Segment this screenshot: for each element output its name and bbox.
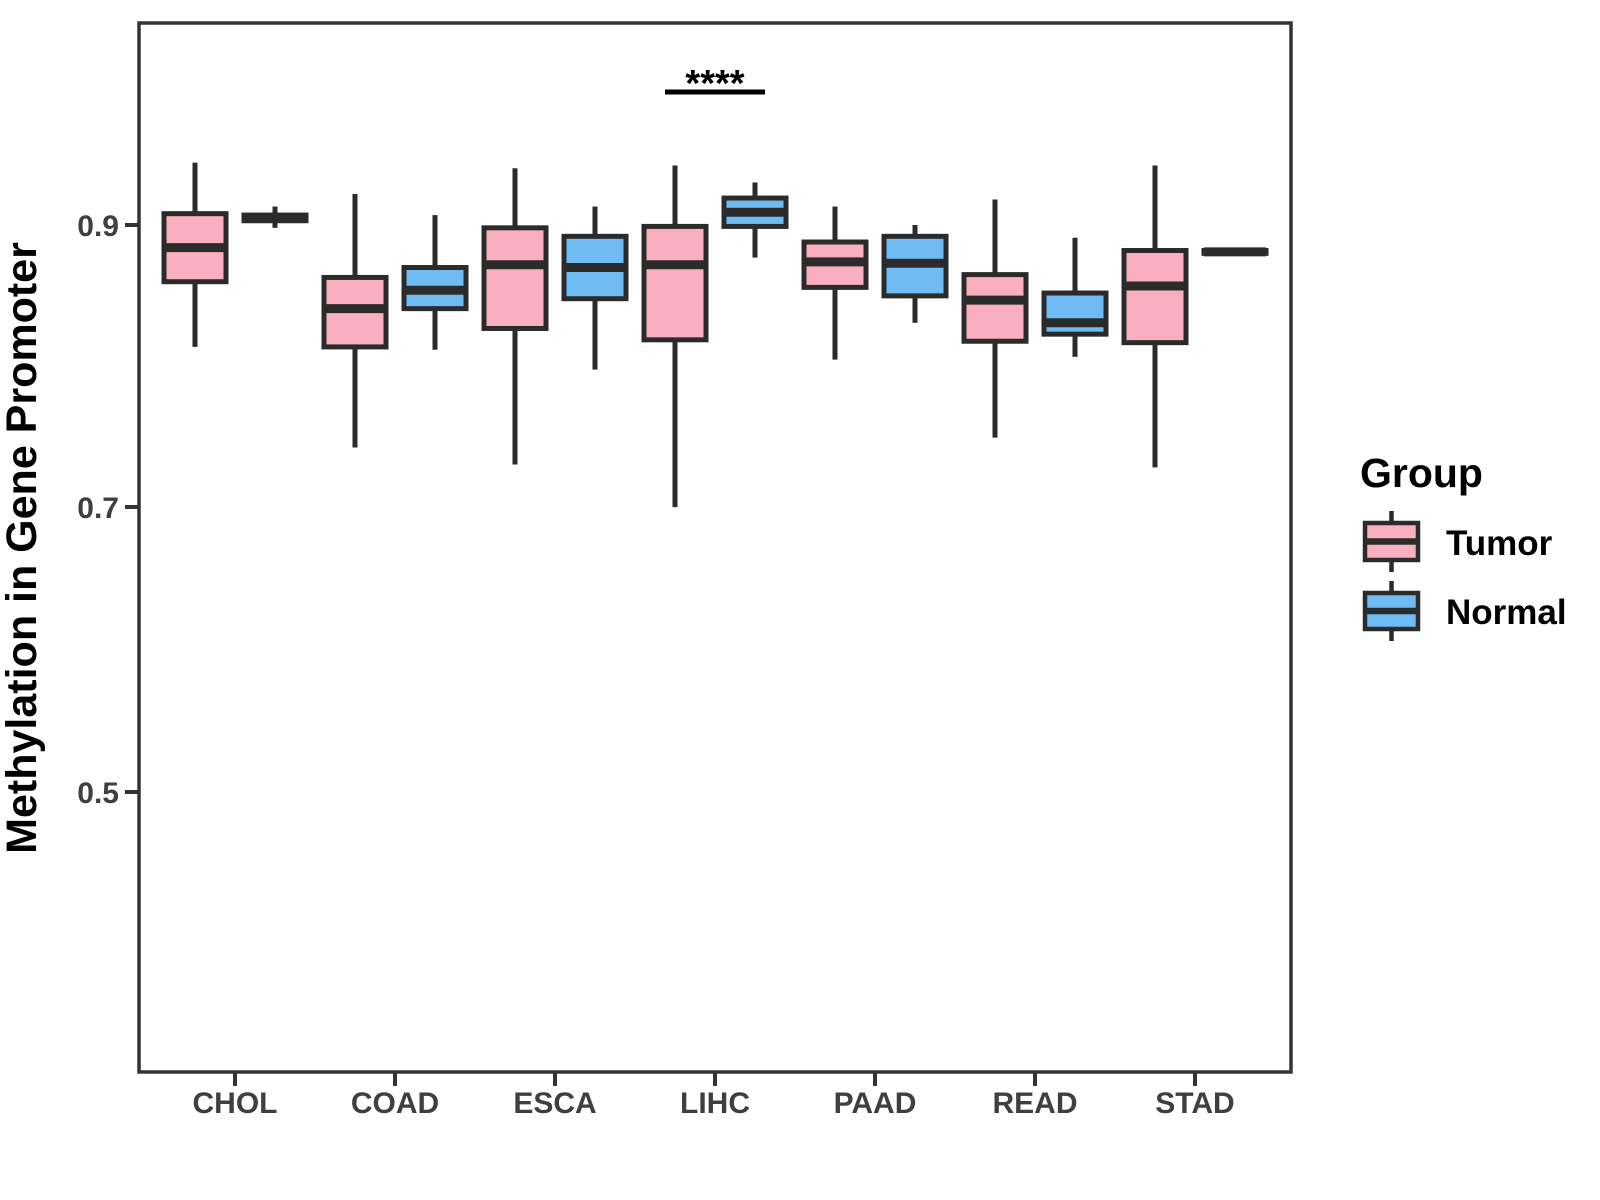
boxplot-chol-normal — [241, 206, 309, 228]
y-tick-label-0.7: 0.7 — [77, 492, 119, 525]
legend-label-normal: Normal — [1446, 593, 1567, 632]
boxplot-stad-tumor — [1121, 165, 1189, 468]
boxplot-stad-normal — [1201, 247, 1269, 257]
y-axis-title: Methylation in Gene Promoter — [0, 242, 46, 854]
x-tick-label-stad: STAD — [1155, 1087, 1234, 1120]
boxplot-paad-normal — [881, 225, 949, 323]
legend-label-tumor: Tumor — [1446, 524, 1553, 563]
x-tick-label-paad: PAAD — [834, 1087, 917, 1120]
boxplot-lihc-tumor — [641, 165, 709, 508]
boxplot-coad-tumor — [321, 193, 389, 448]
y-tick-label-0.5: 0.5 — [77, 777, 119, 810]
boxplot-esca-tumor — [481, 168, 549, 465]
iqr-box — [641, 223, 709, 343]
x-axis: CHOL COAD ESCA LIHC PAAD READ STAD — [193, 1072, 1235, 1120]
x-tick-label-chol: CHOL — [193, 1087, 278, 1120]
boxplots-layer — [161, 162, 1269, 508]
significance-annotation: **** — [665, 63, 765, 105]
x-tick-label-lihc: LIHC — [680, 1087, 750, 1120]
boxplot-read-tumor — [961, 199, 1029, 438]
iqr-box — [961, 272, 1029, 344]
boxplot-read-normal — [1041, 237, 1109, 357]
legend: Group Tumor Normal — [1360, 450, 1567, 641]
iqr-box — [1121, 248, 1189, 346]
iqr-box — [481, 225, 549, 331]
significance-stars: **** — [685, 63, 744, 105]
legend-key-normal — [1362, 581, 1421, 641]
legend-title: Group — [1360, 450, 1483, 496]
boxplot-paad-tumor — [801, 206, 869, 360]
boxplot-chol-tumor — [161, 162, 229, 347]
y-axis: 0.9 0.7 0.5 Methylation in Gene Promoter — [0, 210, 139, 854]
boxplot-esca-normal — [561, 206, 629, 370]
x-tick-label-read: READ — [992, 1087, 1077, 1120]
legend-key-tumor — [1362, 511, 1421, 572]
y-tick-label-0.9: 0.9 — [77, 210, 119, 243]
x-tick-label-coad: COAD — [351, 1087, 439, 1120]
boxplot-lihc-normal — [721, 182, 789, 258]
x-tick-label-esca: ESCA — [513, 1087, 596, 1120]
plot-panel-border — [137, 21, 1293, 1074]
boxplot-coad-normal — [401, 215, 469, 350]
iqr-box — [1041, 290, 1109, 337]
